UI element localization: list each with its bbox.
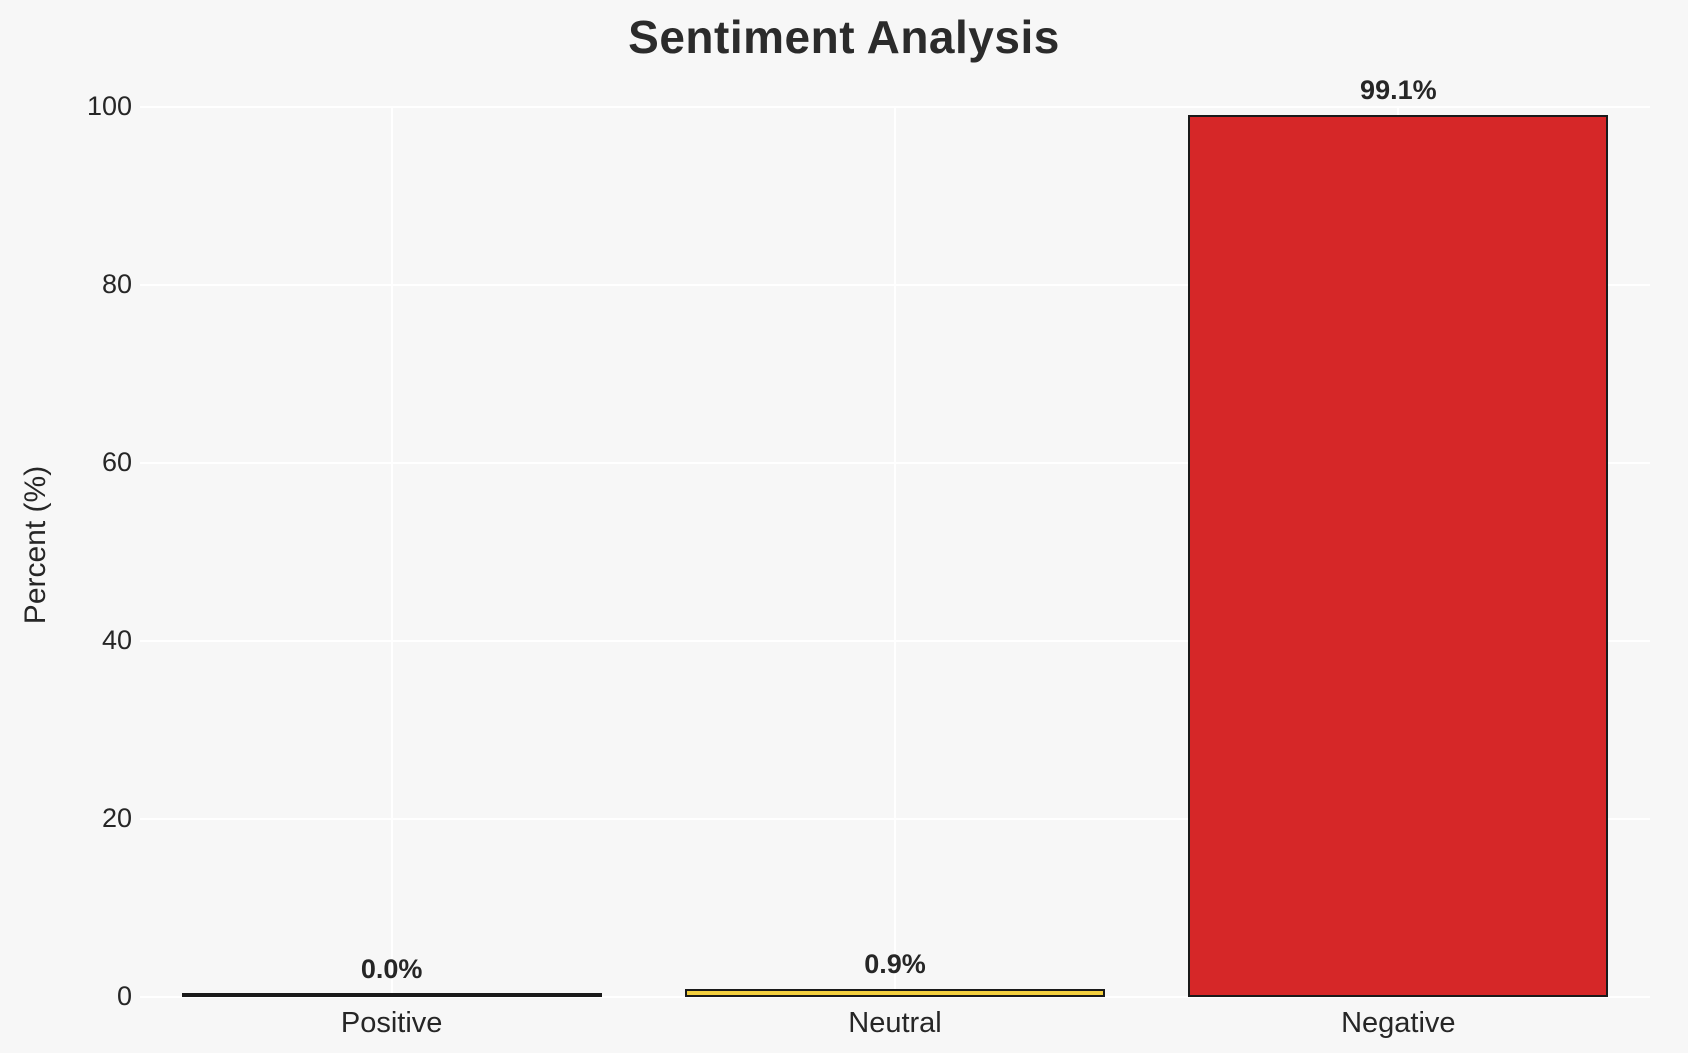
y-tick-label: 60: [101, 447, 132, 477]
bar-value-label: 0.0%: [360, 954, 423, 984]
x-tick-label: Negative: [1341, 1007, 1456, 1039]
bar-neutral: [685, 989, 1105, 997]
bar-value-label: 0.9%: [864, 949, 926, 979]
y-axis-label: Percent (%): [19, 465, 52, 625]
gridline-horizontal: [140, 996, 1650, 998]
x-tick-label: Positive: [340, 1007, 443, 1039]
y-tick-label: 20: [101, 803, 132, 833]
y-tick-label: 40: [101, 625, 132, 655]
bar-positive: [181, 993, 602, 997]
plot-area: 0.0% Positive 0.9% Neutral 99.1% Negative: [140, 75, 1650, 1039]
chart-title: Sentiment Analysis: [628, 11, 1060, 63]
y-tick-label: 0: [116, 981, 132, 1011]
y-tick-label: 100: [86, 91, 132, 121]
gridline-vertical: [390, 107, 393, 997]
gridline-vertical: [894, 107, 896, 997]
y-tick-label: 80: [101, 269, 132, 299]
bar-value-label: 99.1%: [1360, 75, 1437, 105]
x-tick-label: Neutral: [848, 1007, 942, 1039]
bar-negative: [1188, 115, 1609, 997]
